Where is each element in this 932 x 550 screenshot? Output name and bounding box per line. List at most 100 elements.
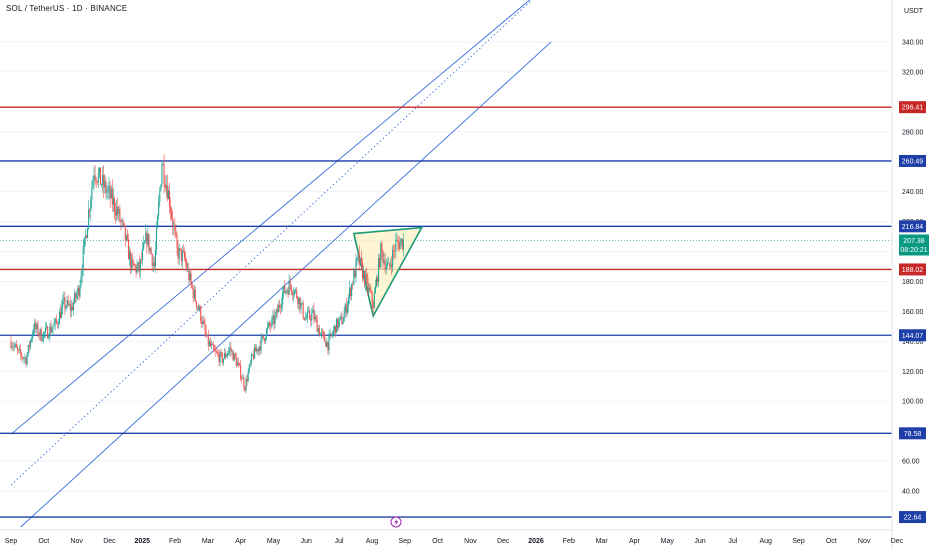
candle [26, 352, 28, 366]
time-tick-label: Nov [464, 538, 477, 545]
candle [398, 235, 400, 252]
candle [161, 161, 163, 188]
time-tick-label: 2026 [528, 538, 544, 545]
candle [267, 321, 269, 335]
candle [56, 321, 58, 329]
candle [102, 166, 104, 193]
candle [351, 283, 353, 301]
candle [359, 257, 361, 266]
candle [224, 349, 227, 360]
candle [381, 240, 383, 261]
candle [295, 287, 297, 294]
price-axis[interactable]: USDT 40.00 60.00 100.00 120.00 140.00 160.00 1… [891, 0, 929, 550]
grid [0, 41, 892, 492]
candle [218, 349, 220, 367]
candle [254, 343, 256, 360]
price-tick-label: 140.00 [902, 339, 924, 346]
candle [334, 325, 337, 338]
time-tick-label: Mar [596, 538, 609, 545]
candle [320, 328, 323, 339]
price-level-label: 216.84 [902, 224, 924, 231]
candle [354, 268, 356, 278]
time-tick-label: May [267, 538, 281, 545]
candle [328, 330, 330, 356]
exchange-label: BINANCE [83, 4, 128, 13]
candle [240, 359, 242, 381]
candle [241, 375, 243, 384]
candle [195, 300, 197, 311]
candle [71, 301, 73, 312]
candle [288, 274, 290, 296]
time-tick-label: Apr [235, 538, 247, 545]
candle [165, 175, 167, 197]
candle [113, 195, 116, 220]
candle [242, 373, 244, 380]
candle [97, 167, 99, 188]
candle [60, 305, 62, 319]
time-axis[interactable]: Sep Oct Nov Dec 2025 Feb Mar Apr May Jun Jul Aug Sep… [0, 529, 904, 545]
candle [126, 228, 128, 242]
candle [70, 300, 72, 318]
candle [205, 324, 207, 338]
candle [72, 298, 75, 316]
candle [399, 237, 401, 250]
candle [325, 340, 327, 347]
price-level-tag: 188.02 [899, 263, 926, 276]
price-level-label: 296.41 [902, 105, 924, 112]
price-level-tag: 78.58 [899, 427, 926, 440]
time-tick-label: Feb [563, 538, 575, 545]
candle [312, 305, 314, 314]
candle [61, 300, 63, 319]
price-tick-label: 100.00 [902, 399, 924, 406]
candle [82, 239, 84, 277]
candle [216, 348, 218, 355]
time-tick-label: Oct [826, 538, 837, 545]
candle [311, 308, 313, 327]
candle [143, 235, 145, 251]
candle [154, 240, 157, 273]
candle [314, 310, 316, 323]
candle [233, 352, 235, 362]
candle [332, 326, 334, 338]
candle [244, 385, 246, 393]
candle [64, 291, 66, 315]
candle [163, 154, 165, 194]
candle [40, 326, 42, 342]
candle [147, 224, 149, 248]
candle [20, 343, 22, 360]
candle [54, 317, 56, 331]
interval-label: 1D [64, 4, 82, 13]
candle [66, 295, 68, 310]
time-tick-label: Sep [399, 538, 412, 545]
candle [68, 300, 70, 307]
candle [368, 283, 370, 296]
price-tick-label: 160.00 [902, 309, 924, 316]
candle [330, 333, 332, 338]
candle [47, 325, 49, 339]
candle [386, 257, 388, 270]
candle [397, 236, 399, 252]
candle [122, 219, 124, 226]
time-tick-label: 2025 [134, 538, 150, 545]
candle [263, 337, 265, 345]
candle [152, 255, 154, 273]
candle [304, 311, 306, 321]
candle [201, 316, 203, 329]
candle [232, 349, 234, 361]
candle [148, 233, 150, 255]
candle [155, 220, 158, 255]
candle [172, 208, 174, 235]
candle [39, 328, 41, 341]
candle [11, 342, 13, 351]
candle [347, 294, 349, 313]
candle [369, 282, 371, 293]
candle [53, 317, 55, 327]
candle [210, 340, 213, 350]
candle [174, 217, 176, 238]
candle [345, 297, 347, 318]
candle [264, 337, 266, 344]
lightning-icon[interactable] [390, 516, 402, 528]
candle [221, 351, 223, 366]
candle [83, 237, 85, 255]
